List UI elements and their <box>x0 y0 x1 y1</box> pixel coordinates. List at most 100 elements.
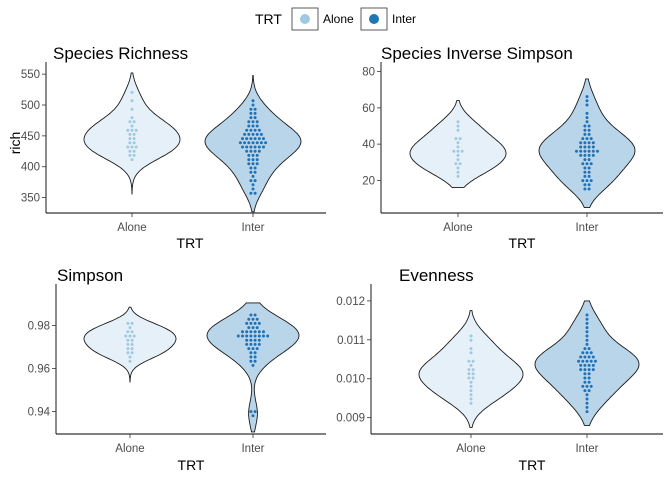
data-point-inter <box>583 347 587 351</box>
data-point-alone <box>126 145 130 149</box>
data-point-inter <box>589 137 593 141</box>
violin-alone <box>418 310 524 428</box>
data-point-inter <box>585 351 589 355</box>
data-point-inter <box>587 132 591 136</box>
data-point-inter <box>585 401 589 405</box>
data-point-alone <box>130 99 134 103</box>
data-point-inter <box>583 174 587 178</box>
data-point-inter <box>585 384 589 388</box>
data-point-inter <box>585 359 589 363</box>
data-point-alone <box>456 166 460 170</box>
data-point-inter <box>587 124 591 128</box>
data-point-inter <box>587 183 591 187</box>
data-point-inter <box>238 141 242 145</box>
data-point-inter <box>585 410 589 414</box>
data-point-inter <box>587 166 591 170</box>
data-point-alone <box>469 334 473 338</box>
data-point-alone <box>130 124 134 128</box>
data-point-alone <box>130 338 134 342</box>
data-point-inter <box>585 405 589 409</box>
data-point-inter <box>251 99 255 103</box>
data-point-inter <box>583 153 587 157</box>
data-point-inter <box>583 183 587 187</box>
data-point-inter <box>579 145 583 149</box>
data-point-alone <box>126 351 130 355</box>
data-point-alone <box>132 334 136 338</box>
data-point-alone <box>456 170 460 174</box>
data-point-inter <box>247 158 251 162</box>
data-point-inter <box>262 145 265 149</box>
y-tick-label: 550 <box>21 69 40 81</box>
data-point-alone <box>130 128 134 132</box>
data-point-alone <box>467 372 471 376</box>
data-point-inter <box>585 95 589 99</box>
data-point-inter <box>257 334 261 338</box>
data-point-alone <box>456 158 460 162</box>
data-point-alone <box>469 363 473 367</box>
data-point-inter <box>249 338 253 342</box>
x-tick-label: Alone <box>443 222 472 234</box>
data-point-inter <box>593 359 597 363</box>
x-tick-label: Inter <box>241 222 264 234</box>
data-point-alone <box>132 149 136 153</box>
data-point-alone <box>132 141 136 145</box>
violin-inter <box>534 300 640 426</box>
x-tick-label: Alone <box>456 443 485 455</box>
data-point-inter <box>253 179 257 183</box>
data-point-inter <box>262 137 265 141</box>
data-point-alone <box>130 347 134 351</box>
data-point-inter <box>255 347 259 351</box>
data-point-inter <box>253 359 257 363</box>
panel-evenness: Evenness TRT 0.009 0.010 0.011 0.012 Alone In… <box>336 266 663 473</box>
data-point-alone <box>456 128 460 132</box>
data-point-inter <box>585 326 589 330</box>
data-point-inter <box>253 338 257 342</box>
data-point-alone <box>469 397 473 401</box>
data-point-inter <box>587 149 591 153</box>
data-point-inter <box>587 170 591 174</box>
data-point-inter <box>253 342 257 346</box>
data-point-alone <box>126 128 130 132</box>
legend-dot-alone <box>300 14 310 24</box>
data-point-inter <box>255 162 259 166</box>
data-point-alone <box>454 162 458 166</box>
data-point-inter <box>583 145 587 149</box>
data-point-alone <box>128 149 132 153</box>
data-point-inter <box>253 321 257 325</box>
data-point-inter <box>255 153 259 157</box>
y-tick-label: 20 <box>362 175 375 187</box>
data-point-inter <box>591 149 595 153</box>
data-point-inter <box>587 355 591 359</box>
data-point-inter <box>247 347 251 351</box>
data-point-alone <box>469 389 473 393</box>
data-point-inter <box>585 317 589 321</box>
data-point-inter <box>587 389 591 393</box>
data-point-inter <box>581 359 585 363</box>
data-point-alone <box>128 326 132 330</box>
data-point-inter <box>253 128 257 132</box>
data-point-alone <box>124 334 128 338</box>
violin-alone <box>83 306 177 383</box>
data-point-inter <box>255 317 259 321</box>
data-point-inter <box>249 355 253 359</box>
data-point-inter <box>591 153 595 157</box>
data-point-inter <box>262 330 265 334</box>
data-point-alone <box>467 368 471 372</box>
violin-inter <box>538 78 636 209</box>
data-point-alone <box>456 145 460 149</box>
data-point-inter <box>585 103 589 107</box>
data-point-inter <box>591 141 595 145</box>
data-point-alone <box>458 137 462 141</box>
data-point-inter <box>583 158 587 162</box>
data-point-inter <box>579 363 583 367</box>
data-point-inter <box>579 141 583 145</box>
x-tick-label: Inter <box>575 443 598 455</box>
data-point-alone <box>132 132 136 136</box>
data-point-inter <box>587 372 591 376</box>
data-point-inter <box>253 137 257 141</box>
data-point-inter <box>585 137 589 141</box>
data-point-inter <box>585 342 589 346</box>
data-point-alone <box>134 128 138 132</box>
violin-inter <box>206 302 300 433</box>
data-point-alone <box>132 137 136 141</box>
